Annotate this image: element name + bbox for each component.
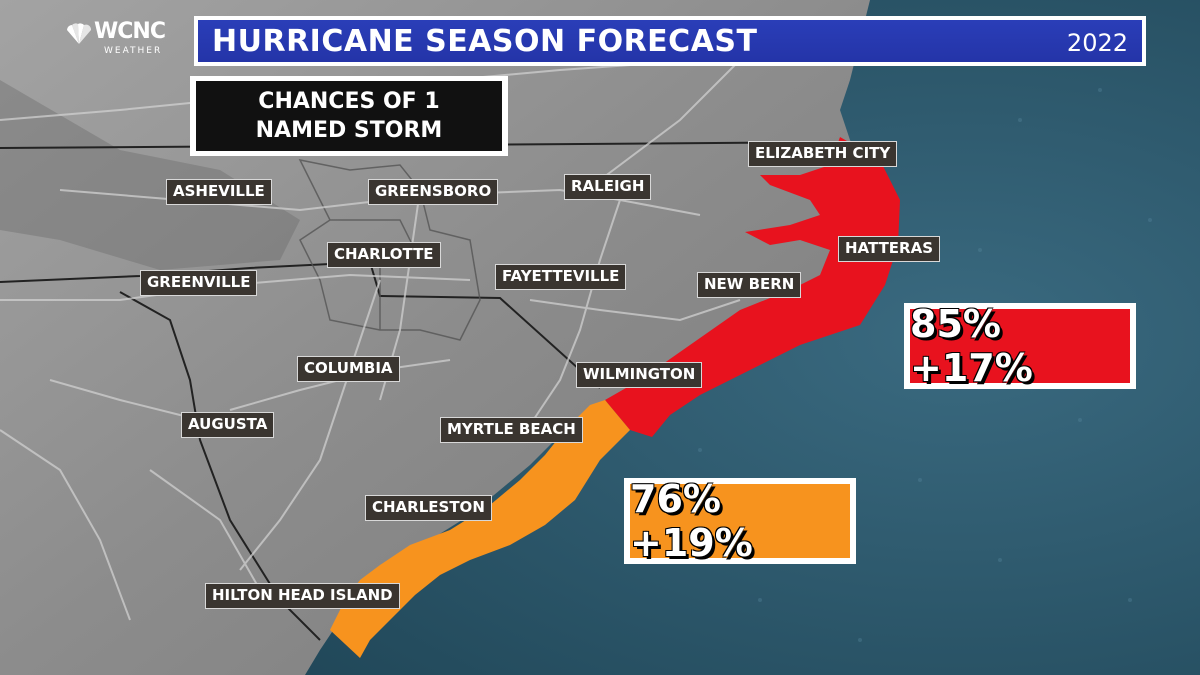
city-label-myrtle-beach: MYRTLE BEACH [440,417,583,443]
city-label-new-bern: NEW BERN [697,272,802,298]
probability-box-north: 85% +17% [904,302,1136,390]
year-label: 2022 [1066,29,1128,57]
probability-box-south: 76% +19% [624,477,856,565]
city-label-columbia: COLUMBIA [297,356,400,382]
header-bar: HURRICANE SEASON FORECAST 2022 [198,20,1142,62]
mountain-shading [0,80,300,270]
city-label-wilmington: WILMINGTON [576,362,703,388]
subtitle-line-2: NAMED STORM [255,118,443,143]
subtitle-line-1: CHANCES OF 1 [258,89,440,114]
city-label-asheville: ASHEVILLE [166,179,272,205]
peacock-icon [67,23,92,44]
subtitle-box: CHANCES OF 1 NAMED STORM [190,76,508,156]
city-label-hatteras: HATTERAS [838,236,941,262]
city-label-augusta: AUGUSTA [181,412,275,438]
city-label-fayetteville: FAYETTEVILLE [495,264,627,290]
city-label-greensboro: GREENSBORO [368,179,499,205]
probability-north-text: 85% +17% [910,302,1130,390]
city-label-greenville: GREENVILLE [140,270,258,296]
page-title: HURRICANE SEASON FORECAST [212,24,758,59]
city-label-charleston: CHARLESTON [365,495,492,521]
probability-south-text: 76% +19% [630,477,850,565]
city-label-elizabeth-city: ELIZABETH CITY [748,141,898,167]
city-label-charlotte: CHARLOTTE [327,242,441,268]
city-label-raleigh: RALEIGH [564,174,652,200]
city-label-hilton-head-island: HILTON HEAD ISLAND [205,583,400,609]
logo-text: WCNC [94,19,166,44]
zone-south-shape [330,400,630,658]
logo-subtext: WEATHER [104,46,163,56]
header-banner: HURRICANE SEASON FORECAST 2022 [194,16,1146,66]
wcnc-logo: WCNC WEATHER [64,18,182,62]
land [0,0,885,675]
subtitle-text: CHANCES OF 1 NAMED STORM [196,81,502,151]
